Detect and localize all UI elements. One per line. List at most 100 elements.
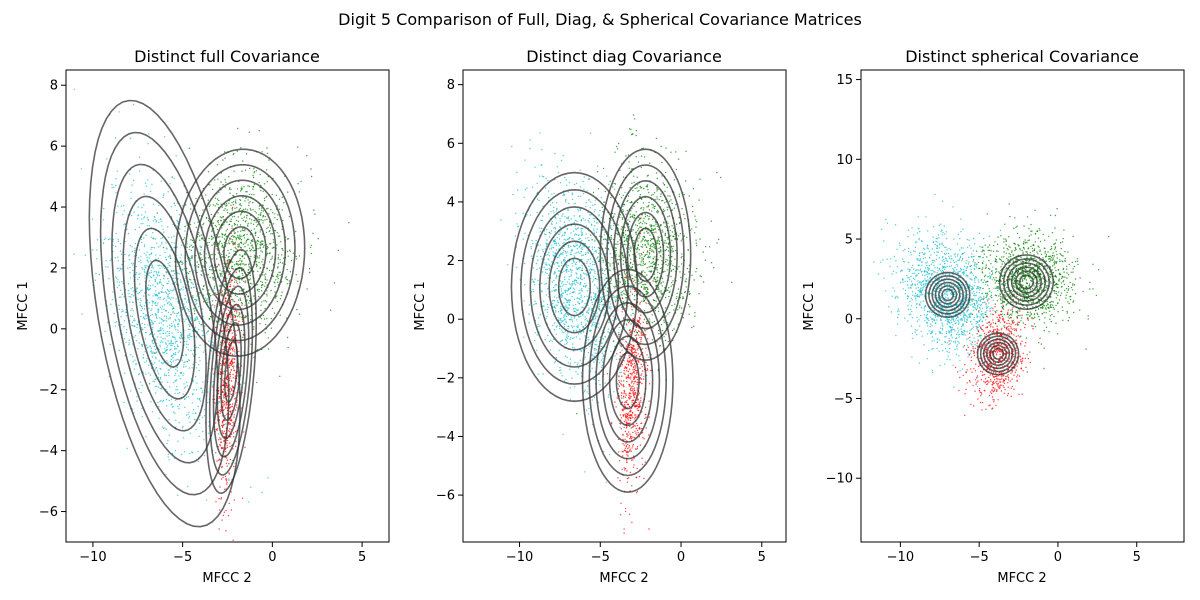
point-green (633, 205, 635, 208)
point-cyan (572, 230, 575, 232)
point-cyan (597, 327, 600, 329)
point-cyan (533, 304, 535, 306)
point-green (248, 247, 251, 250)
point-cyan (189, 421, 191, 423)
point-green (249, 250, 252, 252)
point-cyan (562, 213, 564, 215)
point-cyan (188, 334, 190, 336)
point-cyan (192, 379, 194, 381)
point-red (231, 353, 234, 356)
point-cyan (564, 250, 567, 253)
point-green (298, 191, 301, 193)
point-cyan (162, 266, 164, 268)
point-cyan (170, 297, 173, 299)
point-cyan (168, 324, 171, 326)
point-red (239, 299, 242, 301)
point-green (306, 155, 308, 157)
point-green (212, 294, 214, 296)
point-green (248, 300, 251, 302)
point-cyan (130, 288, 132, 290)
point-red (223, 308, 225, 310)
point-cyan (563, 283, 565, 286)
point-green (239, 241, 242, 244)
point-cyan (594, 349, 596, 351)
point-cyan (192, 392, 194, 395)
point-cyan (174, 318, 176, 321)
point-green (241, 235, 243, 237)
point-red (221, 295, 223, 297)
point-cyan (609, 269, 612, 272)
point-cyan (139, 301, 141, 304)
point-cyan (587, 413, 590, 415)
point-cyan (574, 228, 577, 230)
point-cyan (568, 314, 570, 317)
point-green (258, 205, 261, 207)
point-cyan (558, 369, 561, 372)
point-cyan (182, 289, 184, 291)
point-cyan (102, 219, 105, 221)
point-green (647, 255, 650, 257)
point-cyan (142, 312, 145, 315)
point-red (226, 384, 228, 387)
point-cyan (172, 277, 174, 279)
point-green (604, 190, 606, 193)
point-green (253, 168, 255, 170)
point-cyan (571, 248, 573, 251)
point-cyan (172, 312, 174, 314)
point-cyan (158, 292, 160, 295)
point-cyan (188, 338, 190, 340)
point-green (233, 365, 235, 367)
point-cyan (574, 316, 576, 318)
point-cyan (145, 360, 148, 362)
point-cyan (586, 342, 588, 344)
point-cyan (169, 302, 172, 305)
point-green (208, 241, 210, 244)
point-red (219, 362, 222, 365)
point-cyan (208, 340, 210, 342)
point-red (236, 404, 238, 406)
point-cyan (589, 178, 591, 180)
point-cyan (548, 340, 551, 343)
x-tick-label: 0 (268, 550, 276, 565)
point-red (228, 341, 230, 344)
point-cyan (528, 313, 530, 315)
point-green (243, 186, 245, 188)
point-cyan (602, 354, 604, 356)
point-cyan (576, 268, 579, 270)
point-green (276, 295, 278, 297)
point-cyan (624, 191, 626, 194)
point-cyan (535, 262, 538, 265)
point-green (266, 295, 268, 297)
point-cyan (576, 319, 578, 321)
point-cyan (584, 316, 586, 318)
point-cyan (594, 199, 596, 201)
point-red (228, 472, 230, 474)
point-cyan (144, 274, 146, 277)
point-green (233, 231, 235, 233)
point-cyan (261, 491, 263, 494)
point-cyan (124, 372, 126, 374)
point-green (677, 158, 680, 160)
point-green (623, 279, 626, 281)
point-cyan (228, 479, 230, 481)
point-cyan (113, 186, 115, 188)
point-cyan (553, 289, 555, 291)
point-cyan (136, 396, 138, 398)
point-cyan (120, 268, 122, 270)
point-cyan (600, 216, 603, 219)
point-green (236, 276, 239, 278)
point-green (309, 246, 312, 249)
point-red (235, 392, 237, 394)
point-cyan (167, 453, 169, 456)
point-cyan (514, 235, 516, 237)
point-cyan (586, 295, 588, 297)
point-green (244, 200, 246, 202)
point-green (209, 268, 211, 271)
point-green (214, 179, 216, 181)
point-cyan (553, 279, 555, 282)
point-cyan (213, 289, 215, 291)
point-cyan (549, 248, 551, 250)
point-cyan (119, 250, 122, 252)
point-cyan (197, 306, 200, 308)
point-red (222, 557, 223, 558)
